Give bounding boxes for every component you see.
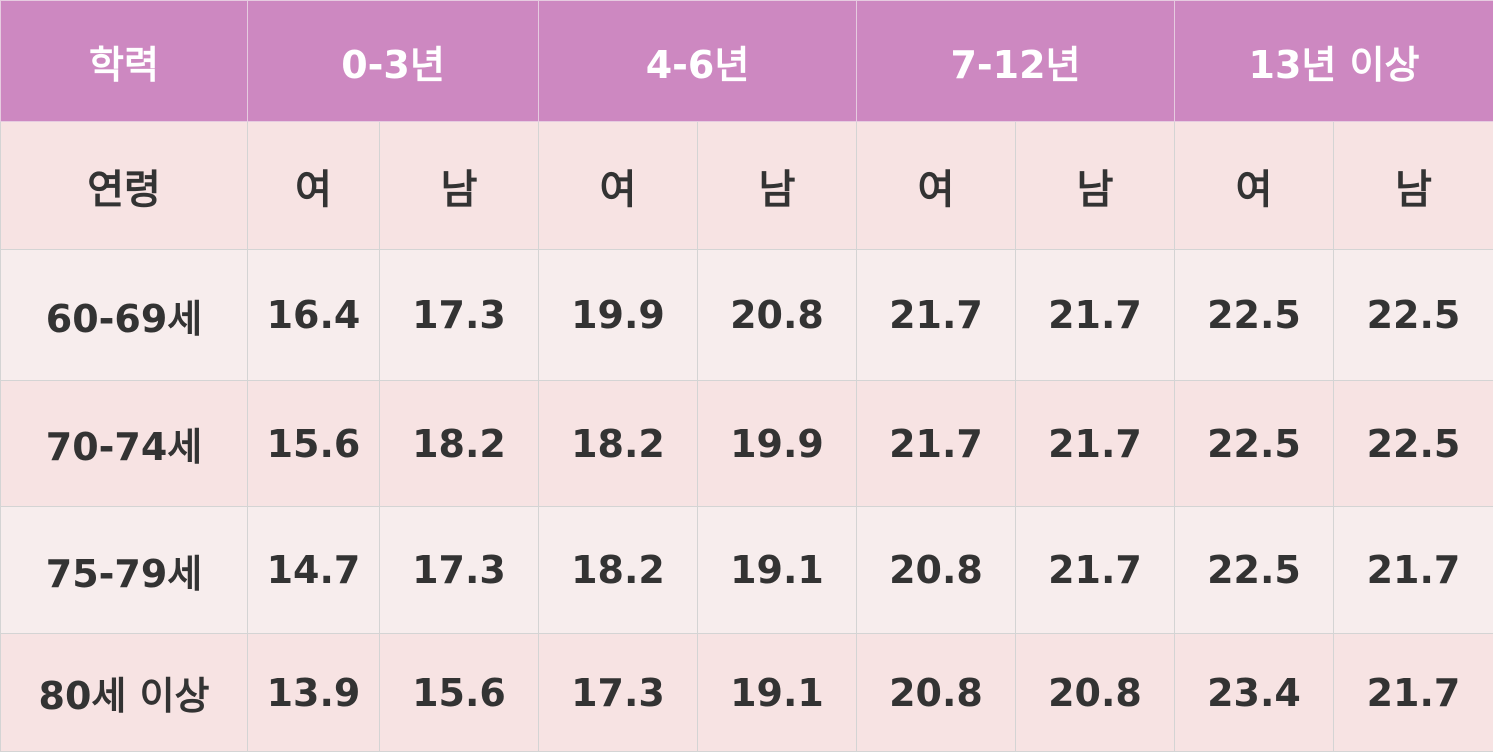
value-cell: 21.7 — [1333, 633, 1493, 752]
header-edu-0-3: 0-3년 — [247, 0, 539, 122]
table-row: 70-74세 15.6 18.2 18.2 19.9 21.7 21.7 22.… — [0, 380, 1493, 507]
value-cell: 20.8 — [1015, 633, 1175, 752]
age-cell: 80세 이상 — [0, 633, 248, 752]
value-cell: 22.5 — [1174, 380, 1334, 507]
value-cell: 18.2 — [538, 506, 698, 634]
age-cell: 70-74세 — [0, 380, 248, 507]
value-cell: 17.3 — [538, 633, 698, 752]
value-cell: 20.8 — [697, 249, 857, 381]
value-cell: 19.1 — [697, 633, 857, 752]
subheader-male: 남 — [697, 121, 857, 250]
value-cell: 21.7 — [1333, 506, 1493, 634]
value-cell: 13.9 — [247, 633, 380, 752]
subheader-male: 남 — [1015, 121, 1175, 250]
subheader-male: 남 — [1333, 121, 1493, 250]
value-cell: 20.8 — [856, 506, 1016, 634]
subheader-row: 연령 여 남 여 남 여 남 여 남 — [0, 121, 1493, 250]
age-cell: 60-69세 — [0, 249, 248, 381]
value-cell: 18.2 — [379, 380, 539, 507]
value-cell: 21.7 — [856, 249, 1016, 381]
subheader-age-label: 연령 — [0, 121, 248, 250]
value-cell: 16.4 — [247, 249, 380, 381]
value-cell: 21.7 — [856, 380, 1016, 507]
header-edu-7-12: 7-12년 — [856, 0, 1175, 122]
value-cell: 17.3 — [379, 249, 539, 381]
value-cell: 22.5 — [1333, 249, 1493, 381]
value-cell: 19.1 — [697, 506, 857, 634]
value-cell: 17.3 — [379, 506, 539, 634]
value-cell: 21.7 — [1015, 249, 1175, 381]
value-cell: 23.4 — [1174, 633, 1334, 752]
value-cell: 22.5 — [1174, 249, 1334, 381]
subheader-female: 여 — [1174, 121, 1334, 250]
header-edu-4-6: 4-6년 — [538, 0, 857, 122]
table-row: 60-69세 16.4 17.3 19.9 20.8 21.7 21.7 22.… — [0, 249, 1493, 381]
subheader-female: 여 — [856, 121, 1016, 250]
age-cell: 75-79세 — [0, 506, 248, 634]
subheader-male: 남 — [379, 121, 539, 250]
header-row: 학력 0-3년 4-6년 7-12년 13년 이상 — [0, 0, 1493, 122]
value-cell: 21.7 — [1015, 506, 1175, 634]
value-cell: 21.7 — [1015, 380, 1175, 507]
value-cell: 22.5 — [1333, 380, 1493, 507]
table-row: 80세 이상 13.9 15.6 17.3 19.1 20.8 20.8 23.… — [0, 633, 1493, 752]
value-cell: 19.9 — [538, 249, 698, 381]
value-cell: 15.6 — [247, 380, 380, 507]
value-cell: 14.7 — [247, 506, 380, 634]
value-cell: 22.5 — [1174, 506, 1334, 634]
subheader-female: 여 — [538, 121, 698, 250]
subheader-female: 여 — [247, 121, 380, 250]
value-cell: 15.6 — [379, 633, 539, 752]
header-edu-13-plus: 13년 이상 — [1174, 0, 1493, 122]
value-cell: 18.2 — [538, 380, 698, 507]
table-row: 75-79세 14.7 17.3 18.2 19.1 20.8 21.7 22.… — [0, 506, 1493, 634]
value-cell: 19.9 — [697, 380, 857, 507]
value-cell: 20.8 — [856, 633, 1016, 752]
header-education-label: 학력 — [0, 0, 248, 122]
